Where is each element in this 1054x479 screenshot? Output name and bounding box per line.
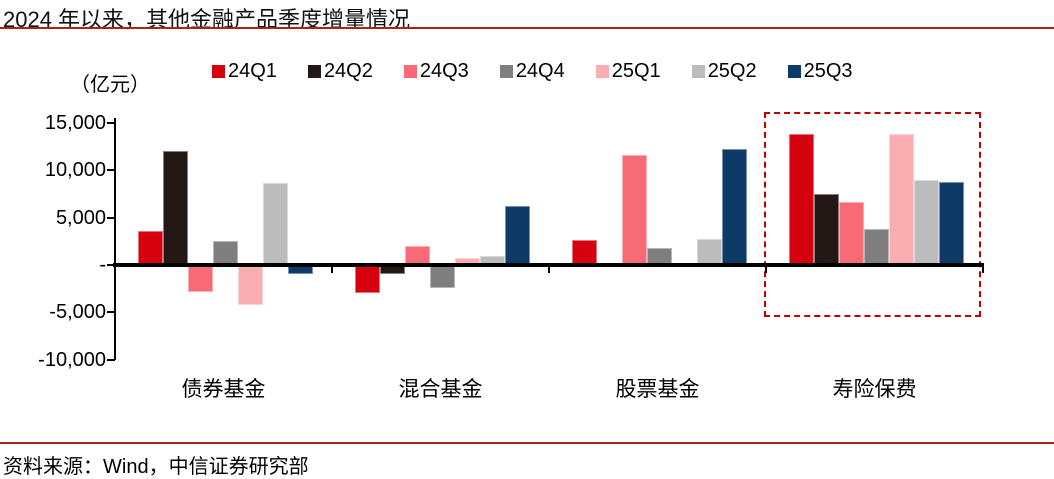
bar-寿险保费-25Q2 [914,179,939,265]
legend-label: 24Q4 [515,60,565,82]
legend-item-25Q1: 25Q1 [595,60,661,82]
highlight-dashed-box [764,112,981,317]
bar-寿险保费-24Q4 [864,229,889,265]
y-axis-tick [107,358,115,361]
bar-混合基金-24Q4 [430,265,455,288]
bar-股票基金-25Q3 [722,148,747,265]
bar-寿险保费-25Q1 [889,134,914,265]
bar-债券基金-25Q2 [263,182,288,265]
legend-swatch-icon [499,64,513,78]
legend-swatch-icon [212,64,225,78]
bar-混合基金-25Q3 [505,206,530,265]
legend-label: 24Q3 [419,60,469,82]
x-axis-zero-line [113,263,984,267]
legend-swatch-icon [691,64,705,78]
bar-股票基金-25Q2 [697,239,722,265]
legend-label: 24Q1 [228,60,277,82]
y-axis-tick-label: 5,000 [55,206,106,229]
bar-债券基金-24Q3 [188,265,213,293]
y-axis-unit-label: （亿元） [70,74,150,96]
legend-item-24Q3: 24Q3 [403,60,469,82]
x-axis-tick [114,267,116,273]
source-text: 资料来源：Wind，中信证券研究部 [3,456,309,478]
bar-混合基金-24Q1 [355,265,380,294]
y-axis-tick [107,122,115,125]
legend-label: 25Q3 [803,60,853,82]
category-label-寿险保费: 寿险保费 [832,378,917,401]
x-axis-tick [548,267,550,273]
y-axis-tick-label: 15,000 [44,112,106,135]
legend-swatch-icon [403,64,417,78]
y-axis-tick [107,311,115,314]
legend-item-24Q2: 24Q2 [307,60,373,82]
legend-item-25Q2: 25Q2 [691,60,757,82]
y-axis-tick [107,216,115,219]
y-axis-tick-label: -10,000 [38,348,106,371]
category-label-债券基金: 债券基金 [181,378,266,401]
bar-股票基金-24Q3 [622,155,647,265]
chart-legend: 24Q1 24Q2 24Q3 24Q4 25Q1 25Q2 25Q3 [212,61,853,81]
y-axis-tick [107,264,115,266]
bar-债券基金-25Q1 [238,265,263,305]
bar-寿险保费-24Q1 [789,133,814,265]
legend-swatch-icon [307,64,321,78]
y-axis-tick [107,169,115,172]
bar-股票基金-24Q1 [572,240,597,265]
bar-寿险保费-24Q2 [814,194,839,265]
source-rule [0,442,1054,444]
bar-寿险保费-25Q3 [939,181,964,265]
category-label-混合基金: 混合基金 [398,378,483,401]
bar-债券基金-24Q2 [163,150,188,265]
y-axis-tick-label: 10,000 [44,159,106,182]
x-axis-tick [765,267,767,273]
legend-swatch-icon [787,64,801,78]
legend-item-24Q1: 24Q1 [212,61,277,81]
bar-寿险保费-24Q3 [839,201,864,265]
legend-label: 25Q2 [707,60,757,82]
x-axis-tick [982,267,984,273]
title-rule [0,27,1054,29]
category-label-股票基金: 股票基金 [615,378,700,401]
x-axis-tick [331,267,333,273]
legend-swatch-icon [595,64,609,78]
y-axis-tick-label: - [99,254,106,276]
bar-债券基金-24Q4 [213,241,238,265]
legend-label: 24Q2 [323,60,373,82]
bar-债券基金-24Q1 [138,230,163,265]
y-axis-line [114,118,116,360]
y-axis-tick-label: -5,000 [49,301,106,324]
legend-item-25Q3: 25Q3 [787,60,853,82]
legend-label: 25Q1 [611,60,661,82]
legend-item-24Q4: 24Q4 [499,60,565,82]
